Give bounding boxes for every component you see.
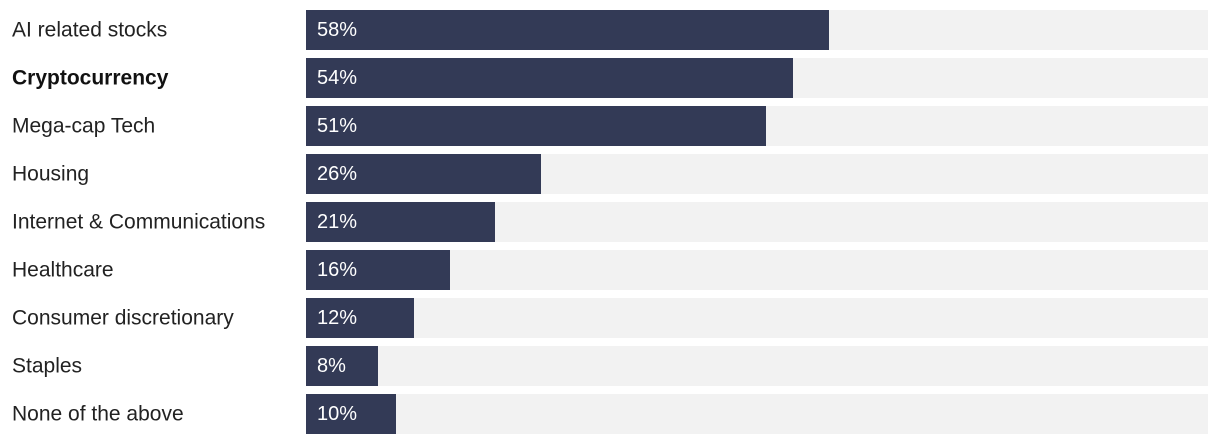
value-label: 21% bbox=[317, 211, 357, 233]
value-label: 51% bbox=[317, 115, 357, 137]
value-label: 58% bbox=[317, 19, 357, 41]
category-label: AI related stocks bbox=[12, 19, 167, 42]
value-label: 10% bbox=[317, 403, 357, 425]
category-label: None of the above bbox=[12, 403, 184, 426]
category-label: Cryptocurrency bbox=[12, 67, 169, 90]
bar bbox=[306, 298, 414, 338]
chart-rows: AI related stocks 58% Cryptocurrency 54% Meg… bbox=[12, 10, 1208, 434]
bar-row: Healthcare 16% bbox=[12, 250, 1208, 290]
bar-row: Staples 8% bbox=[12, 346, 1208, 386]
bar-row: Internet & Communications 21% bbox=[12, 202, 1208, 242]
bar-row: AI related stocks 58% bbox=[12, 10, 1208, 50]
value-label: 16% bbox=[317, 259, 357, 281]
bar bbox=[306, 202, 495, 242]
bar bbox=[306, 106, 766, 146]
category-label: Staples bbox=[12, 355, 82, 378]
bar-row: Consumer discretionary 12% bbox=[12, 298, 1208, 338]
bar-track bbox=[306, 298, 1208, 338]
bar-track bbox=[306, 346, 1208, 386]
value-label: 12% bbox=[317, 307, 357, 329]
bar bbox=[306, 154, 541, 194]
bar-track bbox=[306, 394, 1208, 434]
category-label: Housing bbox=[12, 163, 89, 186]
bar bbox=[306, 346, 378, 386]
value-label: 26% bbox=[317, 163, 357, 185]
category-label: Healthcare bbox=[12, 259, 114, 282]
bar bbox=[306, 394, 396, 434]
bar bbox=[306, 250, 450, 290]
bar-row: None of the above 10% bbox=[12, 394, 1208, 434]
value-label: 8% bbox=[317, 355, 346, 377]
bar bbox=[306, 10, 829, 50]
bar-track bbox=[306, 250, 1208, 290]
bar-row: Cryptocurrency 54% bbox=[12, 58, 1208, 98]
bar-row: Housing 26% bbox=[12, 154, 1208, 194]
category-label: Mega-cap Tech bbox=[12, 115, 155, 138]
category-label: Internet & Communications bbox=[12, 211, 265, 234]
bar bbox=[306, 58, 793, 98]
value-label: 54% bbox=[317, 67, 357, 89]
bar-row: Mega-cap Tech 51% bbox=[12, 106, 1208, 146]
category-label: Consumer discretionary bbox=[12, 307, 234, 330]
